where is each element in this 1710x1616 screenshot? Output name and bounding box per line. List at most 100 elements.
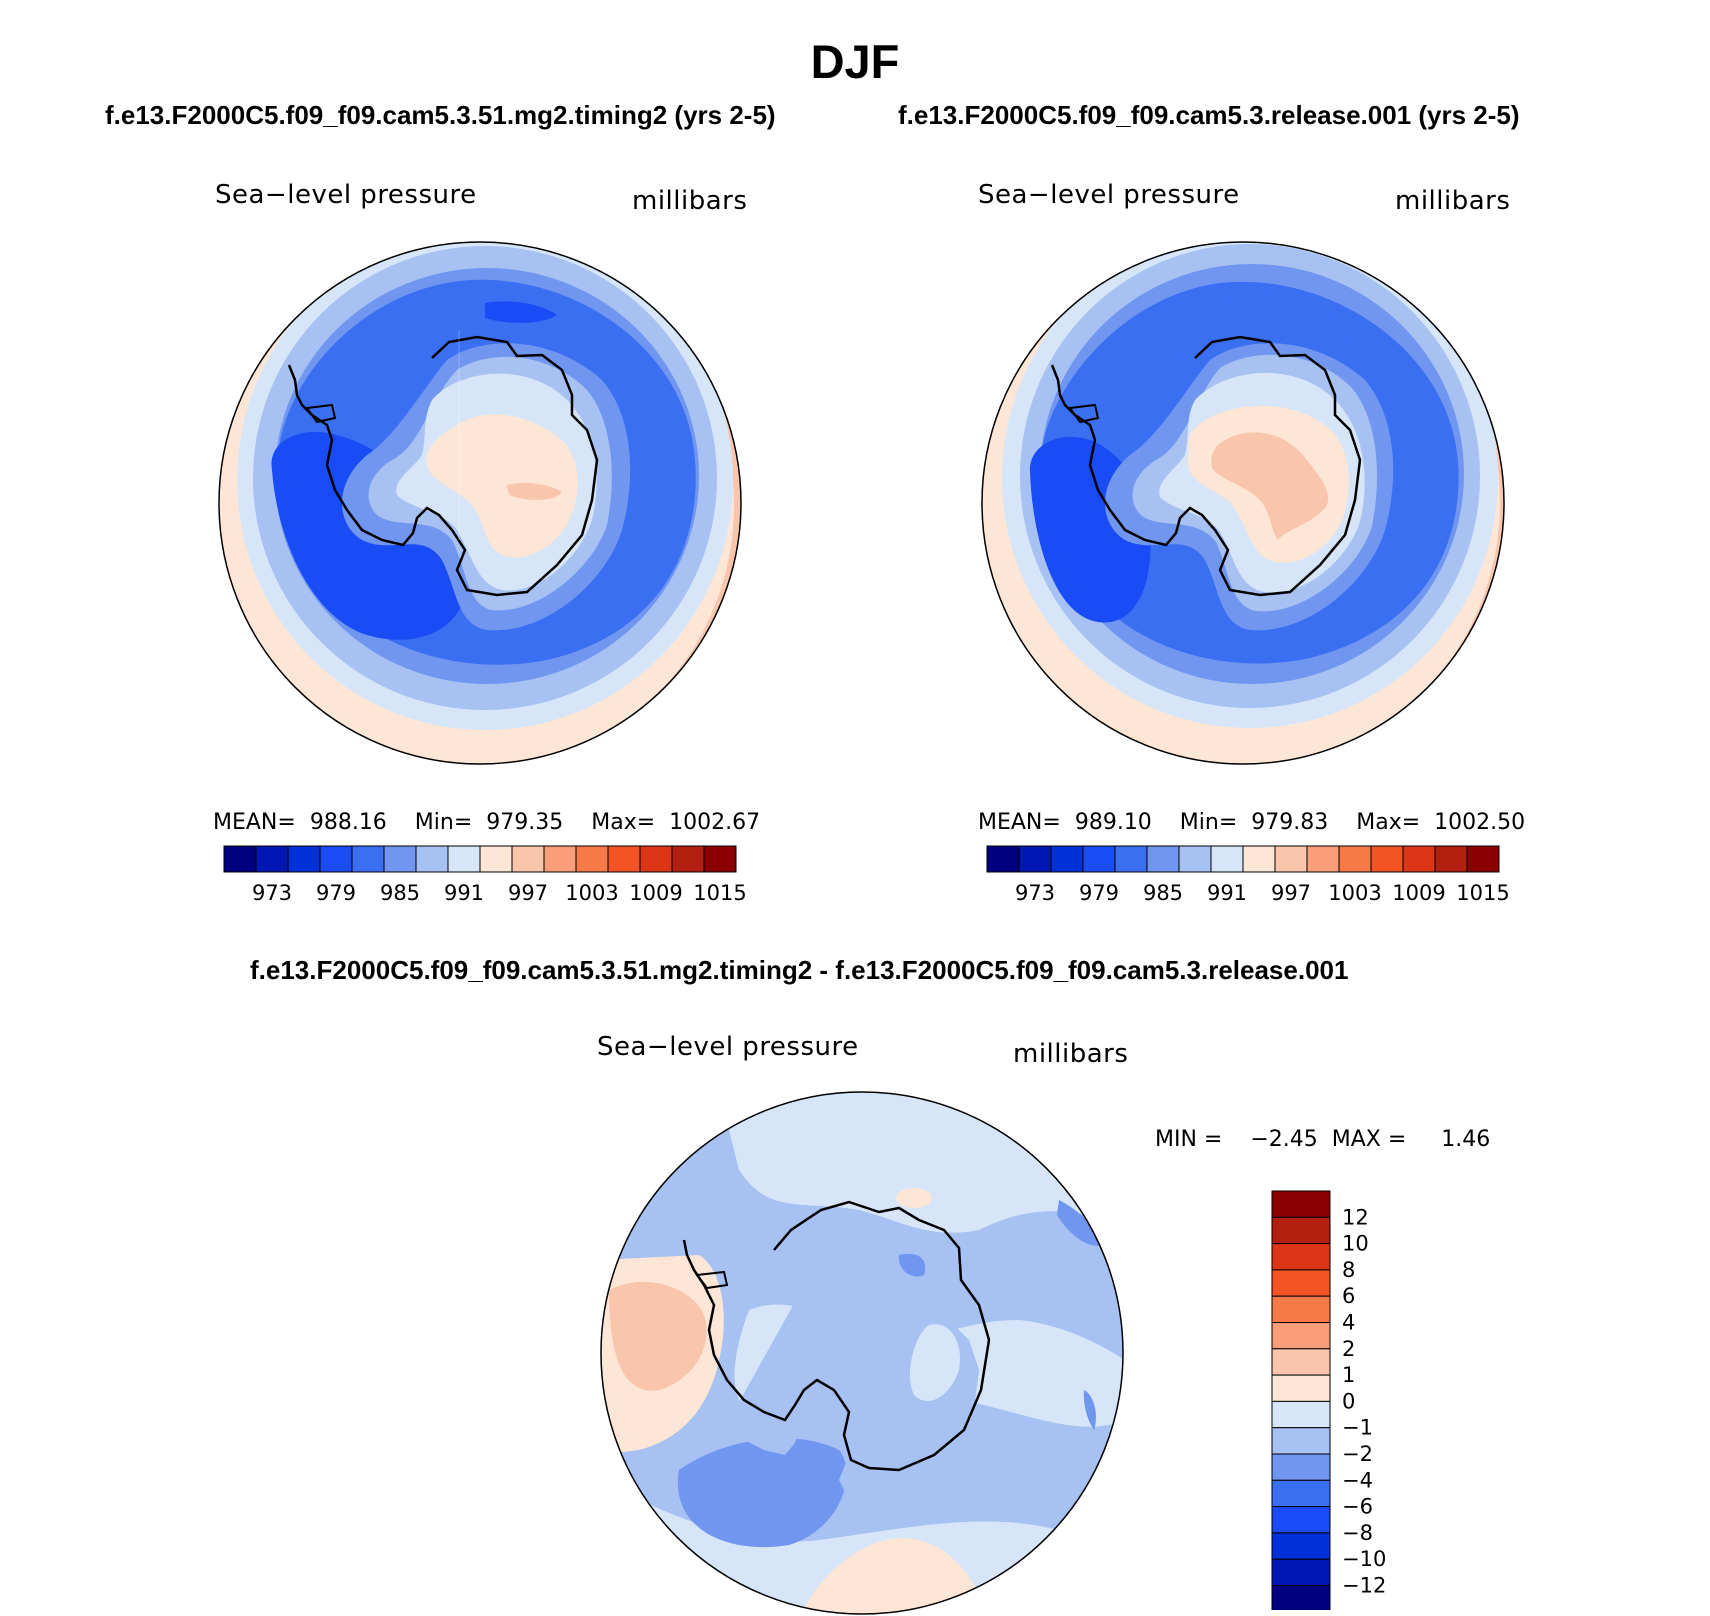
diff-colorbar-tick-label: 12 [1342,1205,1369,1229]
panel-1-min-label: Min= [414,810,473,835]
diff-min-value: −2.45 [1250,1127,1318,1152]
diff-colorbar-swatch [1271,1374,1331,1402]
diff-colorbar-swatch [1271,1558,1331,1587]
diff-colorbar-swatch [1271,1295,1331,1323]
panel-2-stats: MEAN= 989.10 Min= 979.83 Max= 1002.50 [978,810,1525,835]
panel-2-colorbar-swatch [1306,845,1340,873]
diff-units-label: millibars [1013,1039,1129,1069]
diff-colorbar-swatch [1271,1243,1331,1271]
panel-2-colorbar-tick-label: 997 [1271,881,1311,905]
panel-2-colorbar-tick-label: 1003 [1328,881,1381,905]
panel-1-case-title: f.e13.F2000C5.f09_f09.cam5.3.51.mg2.timi… [105,100,776,130]
panel-2-min-label: Min= [1179,810,1238,835]
panel-1-stats: MEAN= 988.16 Min= 979.35 Max= 1002.67 [213,810,760,835]
panel-1-colorbar-swatch [447,845,481,873]
diff-stats: MIN = −2.45 MAX = 1.46 [1155,1127,1490,1152]
panel-1-colorbar-tick-label: 1015 [693,881,746,905]
panel-2-colorbar-swatch [1242,845,1276,873]
panel-2-colorbar-swatch [1082,845,1116,873]
panel-1-colorbar-tick-label: 1003 [565,881,618,905]
panel-2-max-label: Max= [1356,810,1421,835]
panel-2-colorbar-swatch [1338,845,1372,873]
panel-2-case-title: f.e13.F2000C5.f09_f09.cam5.3.release.001… [898,100,1520,130]
diff-colorbar-tick-label: 2 [1342,1337,1355,1361]
panel-1-colorbar-swatch [479,845,513,873]
panel-1-colorbar: 973 979 985 991 997 1003 1009 1015 [223,845,747,905]
diff-colorbar-tick-label: 4 [1342,1311,1355,1335]
panel-1-colorbar-swatch [287,845,321,873]
diff-colorbar-swatch [1271,1400,1331,1429]
panel-1-colorbar-swatch [383,845,417,873]
panel-1-colorbar-swatch [575,845,609,873]
diff-colorbar-swatch [1271,1322,1331,1350]
diff-colorbar-swatch [1271,1190,1331,1218]
panel-1-mean-value: 988.16 [309,810,387,835]
diff-colorbar-swatch [1271,1427,1331,1455]
panel-1-map [218,241,742,765]
panel-1-colorbar-tick-label: 985 [380,881,420,905]
panel-1-colorbar-swatch [223,845,257,873]
panel-1-colorbar-tick-label: 997 [508,881,548,905]
panel-2-mean-value: 989.10 [1074,810,1152,835]
diff-map [600,1091,1124,1615]
panel-1-colorbar-swatch [703,845,737,873]
panel-2-colorbar-swatch [1434,845,1468,873]
diff-colorbar-tick-label: 6 [1342,1284,1355,1308]
diff-colorbar-swatch [1271,1585,1331,1610]
panel-1-max-label: Max= [591,810,656,835]
diff-case-title: f.e13.F2000C5.f09_f09.cam5.3.51.mg2.timi… [250,955,1349,985]
panel-2-colorbar-swatch [1178,845,1212,873]
panel-2-colorbar: 973 979 985 991 997 1003 1009 1015 [986,845,1510,905]
panel-2-colorbar-swatch [1370,845,1404,873]
panel-2-units-label: millibars [1395,186,1511,216]
diff-colorbar-tick-label: 0 [1342,1389,1355,1413]
panel-1-colorbar-swatch [607,845,641,873]
panel-2-colorbar-swatch [1402,845,1436,873]
panel-1-colorbar-swatch [351,845,385,873]
panel-1-colorbar-tick-label: 991 [444,881,484,905]
panel-1-mean-label: MEAN= [213,810,296,835]
panel-2-colorbar-tick-label: 973 [1015,881,1055,905]
diff-colorbar-tick-label: −12 [1342,1574,1386,1598]
diff-colorbar-tick-label: 8 [1342,1258,1355,1282]
diff-colorbar-tick-label: −4 [1342,1468,1373,1492]
diff-colorbar-tick-label: −8 [1342,1521,1373,1545]
figure-title: DJF [810,35,900,88]
panel-1-colorbar-swatch [543,845,577,873]
panel-1-colorbar-tick-label: 979 [316,881,356,905]
diff-colorbar-swatch [1271,1532,1331,1560]
diff-colorbar-tick-label: −2 [1342,1442,1373,1466]
diff-colorbar-tick-label: −10 [1342,1547,1386,1571]
panel-2-mean-label: MEAN= [978,810,1061,835]
panel-2-map [981,241,1505,765]
panel-2-colorbar-tick-label: 1009 [1392,881,1445,905]
diff-variable-label: Sea−level pressure [597,1032,859,1062]
diff-colorbar-tick-label: 10 [1342,1232,1369,1256]
panel-2-colorbar-swatch [1466,845,1500,873]
diff-colorbar-swatch [1271,1216,1331,1245]
panel-2-colorbar-tick-label: 991 [1207,881,1247,905]
diff-colorbar-swatch [1271,1453,1331,1481]
panel-1-colorbar-swatch [671,845,705,873]
panel-1-colorbar-swatch [639,845,673,873]
diff-colorbar-swatch [1271,1348,1331,1376]
diff-colorbar-tick-label: −1 [1342,1416,1373,1440]
diff-max-value: 1.46 [1441,1127,1491,1152]
panel-1-variable-label: Sea−level pressure [215,180,477,210]
diff-colorbar-swatch [1271,1269,1331,1297]
panel-2-colorbar-swatch [1274,845,1308,873]
panel-2-colorbar-swatch [1050,845,1084,873]
panel-2-max-value: 1002.50 [1434,810,1526,835]
panel-1-colorbar-tick-label: 1009 [629,881,682,905]
panel-1-colorbar-swatch [511,845,545,873]
diff-colorbar-tick-label: −6 [1342,1495,1373,1519]
panel-2-min-value: 979.83 [1251,810,1329,835]
panel-2-variable-label: Sea−level pressure [978,180,1240,210]
panel-2-colorbar-tick-label: 985 [1143,881,1183,905]
panel-2-colorbar-swatch [1018,845,1052,873]
panel-2-colorbar-swatch [986,845,1020,873]
panel-2-colorbar-swatch [1146,845,1180,873]
panel-1-units-label: millibars [632,186,748,216]
diff-colorbar-tick-label: 1 [1342,1363,1355,1387]
